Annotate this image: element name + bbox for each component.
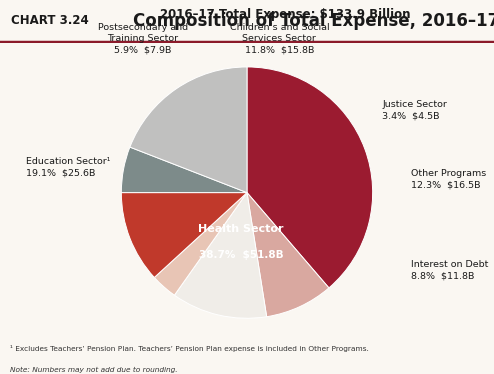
Wedge shape — [154, 193, 247, 295]
Text: Other Programs
12.3%  $16.5B: Other Programs 12.3% $16.5B — [411, 169, 486, 189]
Text: Note: Numbers may not add due to rounding.: Note: Numbers may not add due to roundin… — [10, 367, 177, 373]
Wedge shape — [122, 147, 247, 193]
Text: 2016–17 Total Expense: $133.9 Billion: 2016–17 Total Expense: $133.9 Billion — [160, 8, 411, 21]
Wedge shape — [247, 67, 372, 288]
Wedge shape — [122, 193, 247, 278]
Text: Interest on Debt
8.8%  $11.8B: Interest on Debt 8.8% $11.8B — [411, 260, 489, 280]
Text: Health Sector: Health Sector — [198, 224, 284, 233]
Text: Children’s and Social
Services Sector
11.8%  $15.8B: Children’s and Social Services Sector 11… — [230, 23, 329, 55]
Wedge shape — [247, 193, 329, 317]
Text: CHART 3.24: CHART 3.24 — [11, 14, 88, 27]
Text: Postsecondary and
Training Sector
5.9%  $7.9B: Postsecondary and Training Sector 5.9% $… — [98, 23, 188, 55]
Text: Composition of Total Expense, 2016–17: Composition of Total Expense, 2016–17 — [133, 12, 494, 30]
Wedge shape — [130, 67, 247, 193]
Wedge shape — [174, 193, 267, 318]
Text: ¹ Excludes Teachers’ Pension Plan. Teachers’ Pension Plan expense is included in: ¹ Excludes Teachers’ Pension Plan. Teach… — [10, 346, 369, 352]
Text: 38.7%  $51.8B: 38.7% $51.8B — [199, 250, 284, 260]
Text: Justice Sector
3.4%  $4.5B: Justice Sector 3.4% $4.5B — [382, 101, 447, 121]
Text: Education Sector¹
19.1%  $25.6B: Education Sector¹ 19.1% $25.6B — [26, 157, 110, 177]
